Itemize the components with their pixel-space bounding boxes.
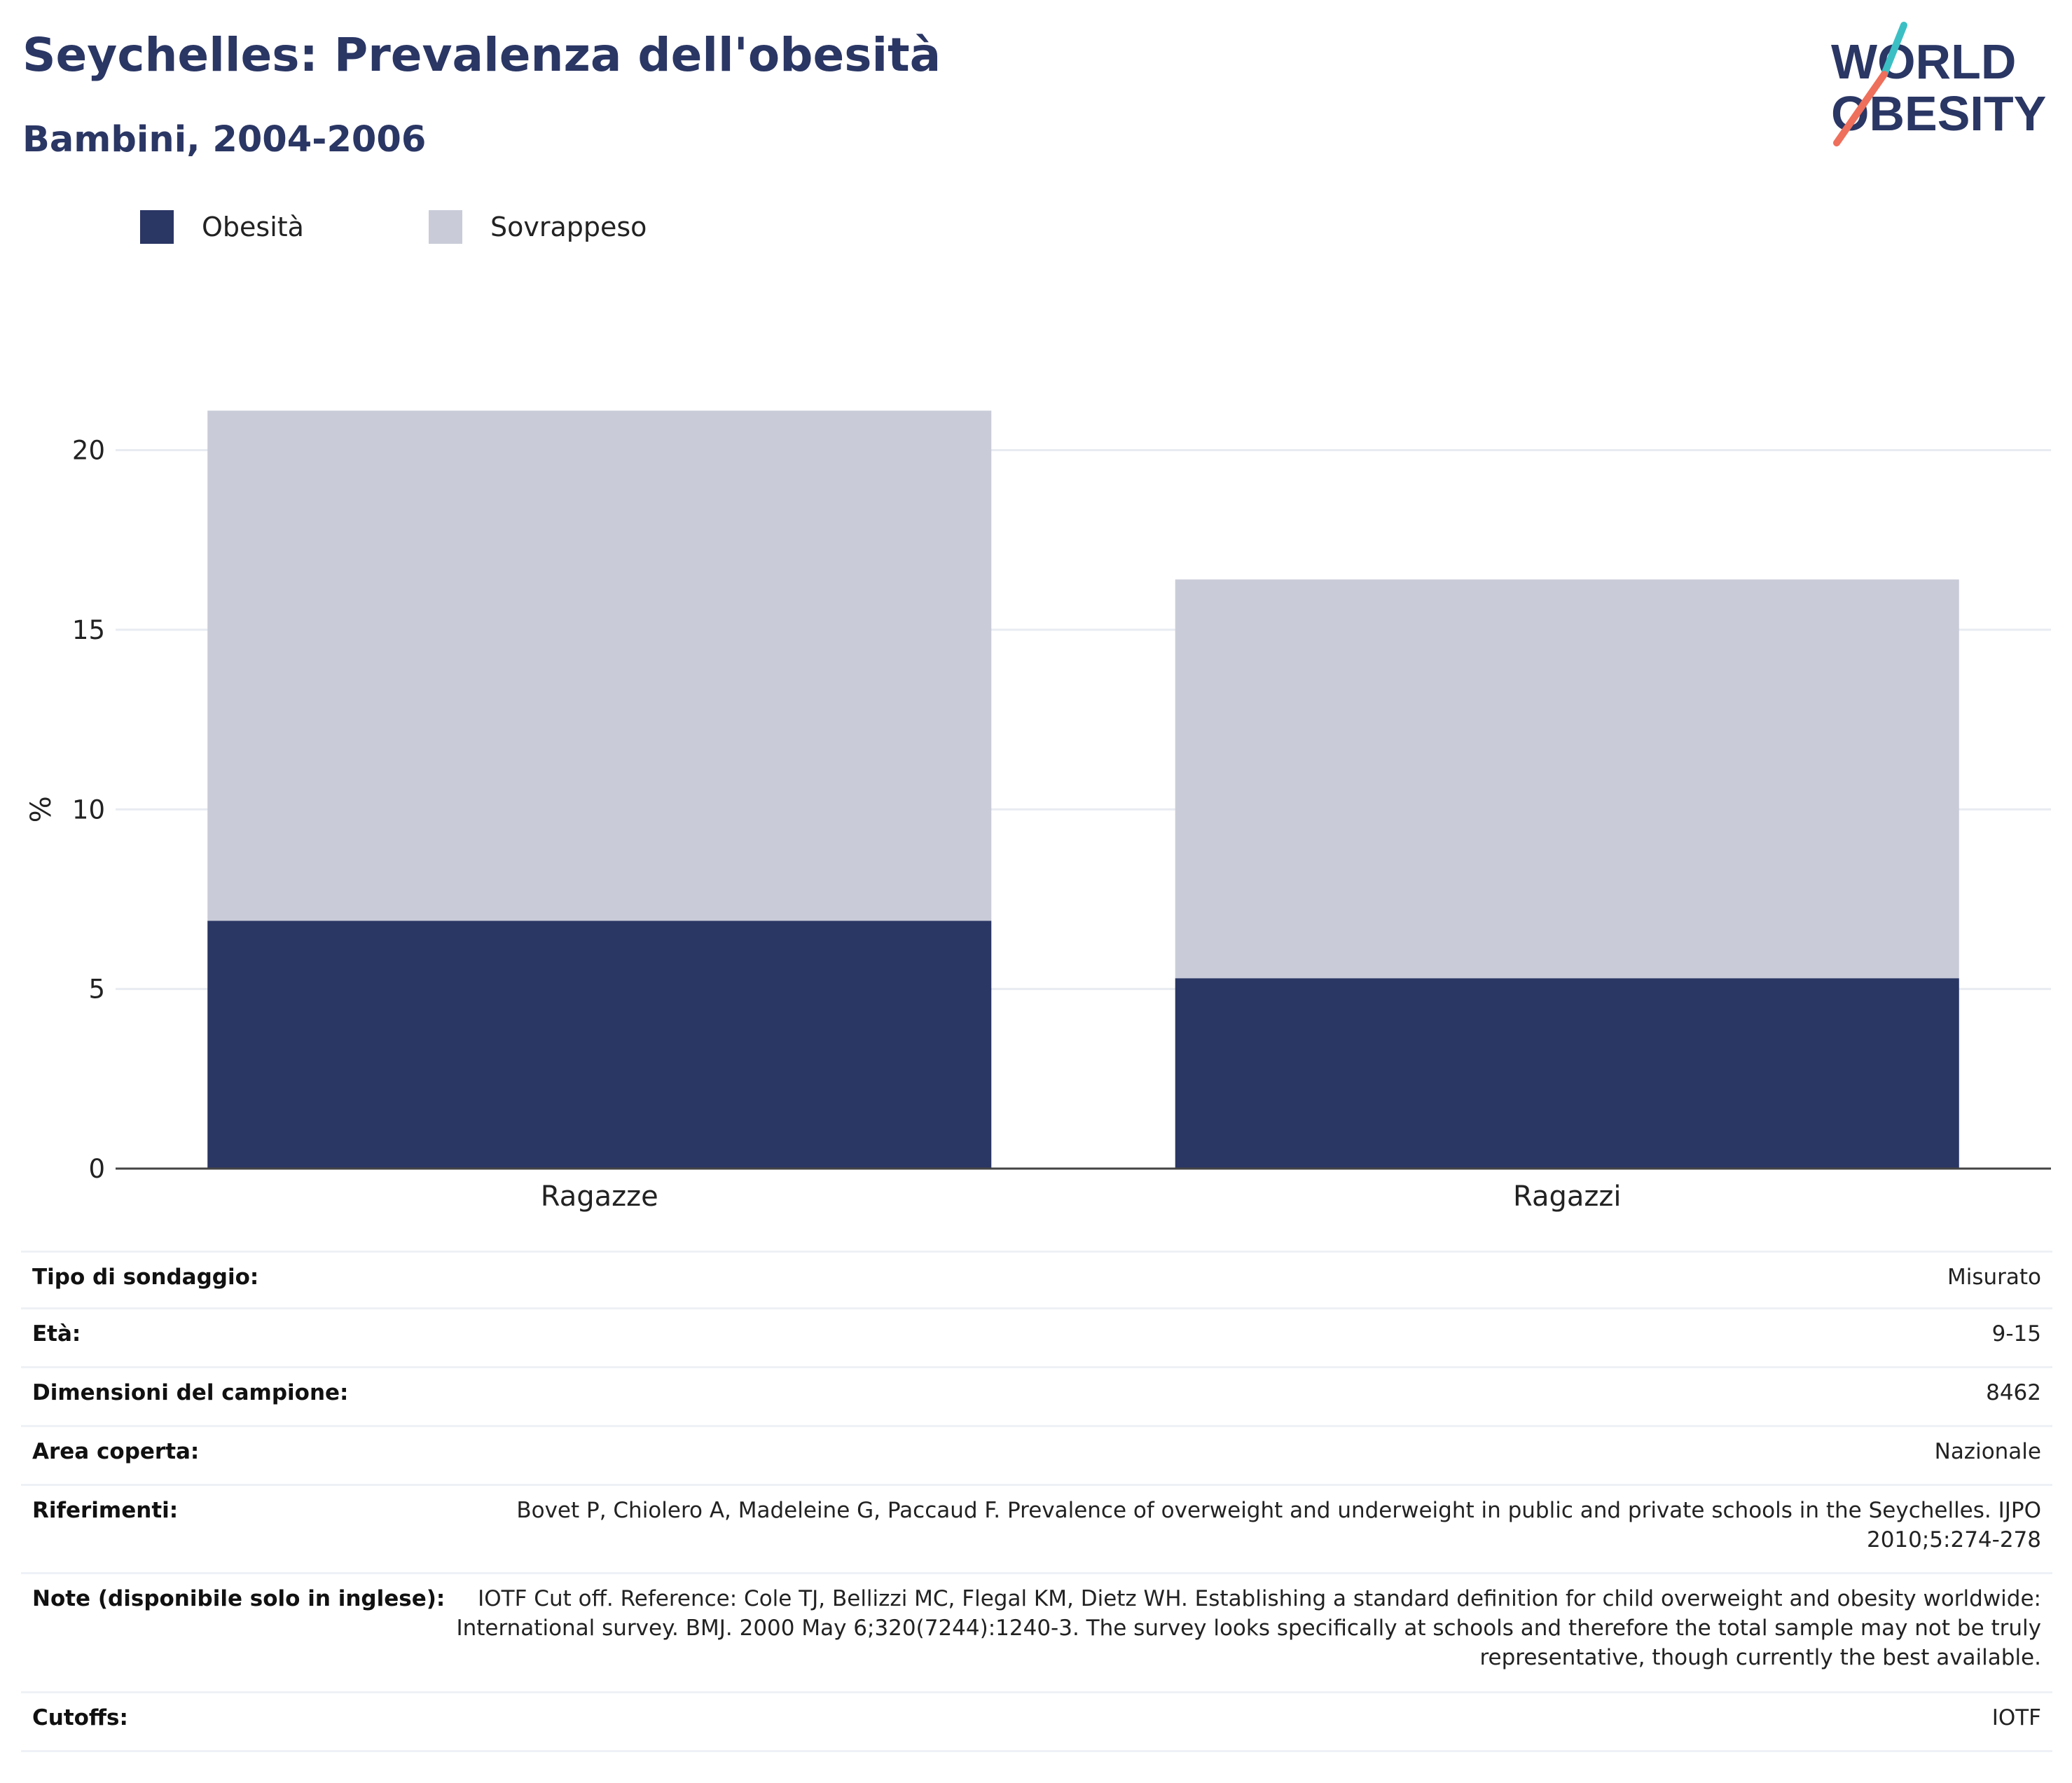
- bar-sovrappeso-ragazze: [207, 411, 992, 921]
- x-tick-label: Ragazzi: [1513, 1180, 1621, 1213]
- legend-swatch-obesita: [140, 210, 174, 244]
- meta-row-cutoffs: Cutoffs: IOTF: [21, 1693, 2052, 1752]
- meta-label: Riferimenti:: [32, 1498, 179, 1523]
- legend-label-obesita: Obesità: [202, 212, 304, 242]
- meta-row-age: Età: 9-15: [21, 1309, 2052, 1368]
- meta-row-sample-size: Dimensioni del campione: 8462: [21, 1368, 2052, 1427]
- logo-slash-bottom: [1833, 71, 1888, 146]
- meta-row-survey-type: Tipo di sondaggio: Misurato: [21, 1251, 2052, 1309]
- meta-label: Note (disponibile solo in inglese):: [32, 1586, 446, 1611]
- meta-label: Tipo di sondaggio:: [32, 1265, 259, 1290]
- meta-value: Misurato: [1947, 1265, 2041, 1290]
- meta-value: 8462: [1986, 1380, 2041, 1405]
- y-tick-label: 15: [72, 615, 105, 645]
- chart-subtitle: Bambini, 2004-2006: [22, 119, 427, 160]
- survey-info-table: Tipo di sondaggio: Misurato Età: 9-15 Di…: [21, 1251, 2052, 1752]
- meta-value: IOTF Cut off. Reference: Cole TJ, Belliz…: [456, 1586, 2041, 1670]
- y-tick-label: 5: [88, 975, 105, 1005]
- logo-slash-top: [1881, 22, 1907, 78]
- meta-value: IOTF: [1991, 1705, 2041, 1730]
- meta-label: Età:: [32, 1321, 81, 1347]
- meta-row-notes: Note (disponibile solo in inglese): IOTF…: [21, 1574, 2052, 1693]
- meta-value: Nazionale: [1934, 1439, 2041, 1464]
- y-tick-label: 20: [72, 436, 105, 466]
- chart-title: Seychelles: Prevalenza dell'obesità: [22, 28, 941, 82]
- meta-row-area: Area coperta: Nazionale: [21, 1427, 2052, 1486]
- meta-row-references: Riferimenti: Bovet P, Chiolero A, Madele…: [21, 1486, 2052, 1574]
- legend-label-sovrappeso: Sovrappeso: [490, 212, 647, 242]
- bar-obesita-ragazze: [207, 921, 992, 1169]
- bar-obesita-ragazzi: [1175, 978, 1959, 1169]
- meta-label: Area coperta:: [32, 1439, 200, 1464]
- legend-swatch-sovrappeso: [429, 210, 462, 244]
- meta-label: Cutoffs:: [32, 1705, 128, 1730]
- meta-label: Dimensioni del campione:: [32, 1380, 349, 1405]
- y-tick-label: 10: [72, 794, 105, 825]
- y-axis-label: %: [25, 796, 57, 822]
- x-tick-label: Ragazze: [541, 1180, 658, 1213]
- world-obesity-logo: WORLD OBESITY: [1831, 22, 2046, 146]
- y-tick-label: 0: [88, 1154, 105, 1184]
- logo-line1: WORLD: [1831, 34, 2016, 89]
- meta-value: Bovet P, Chiolero A, Madeleine G, Paccau…: [516, 1498, 2041, 1553]
- bar-chart: 0 5 10 15 20% Ragazze Ragazzi: [25, 411, 2051, 1213]
- bar-sovrappeso-ragazzi: [1175, 579, 1959, 979]
- meta-value: 9-15: [1991, 1321, 2041, 1347]
- logo-line2: OBESITY: [1831, 86, 2046, 141]
